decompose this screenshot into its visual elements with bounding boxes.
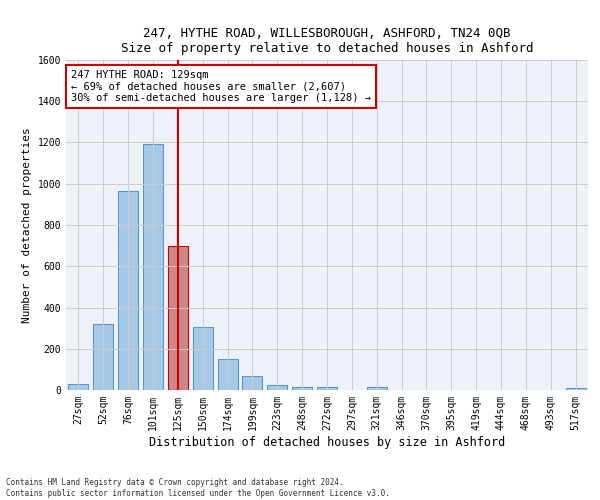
Text: 247 HYTHE ROAD: 129sqm
← 69% of detached houses are smaller (2,607)
30% of semi-: 247 HYTHE ROAD: 129sqm ← 69% of detached… xyxy=(71,70,371,103)
Bar xyxy=(317,387,337,390)
X-axis label: Distribution of detached houses by size in Ashford: Distribution of detached houses by size … xyxy=(149,436,505,448)
Bar xyxy=(118,191,138,390)
Bar xyxy=(268,385,287,390)
Bar xyxy=(242,376,262,390)
Bar xyxy=(143,144,163,390)
Bar xyxy=(94,324,113,390)
Bar xyxy=(566,388,586,390)
Bar xyxy=(68,384,88,390)
Bar xyxy=(193,327,212,390)
Text: Contains HM Land Registry data © Crown copyright and database right 2024.
Contai: Contains HM Land Registry data © Crown c… xyxy=(6,478,390,498)
Bar xyxy=(367,387,386,390)
Bar xyxy=(218,359,238,390)
Bar xyxy=(292,387,312,390)
Title: 247, HYTHE ROAD, WILLESBOROUGH, ASHFORD, TN24 0QB
Size of property relative to d: 247, HYTHE ROAD, WILLESBOROUGH, ASHFORD,… xyxy=(121,26,533,54)
Y-axis label: Number of detached properties: Number of detached properties xyxy=(22,127,32,323)
Bar xyxy=(168,246,188,390)
